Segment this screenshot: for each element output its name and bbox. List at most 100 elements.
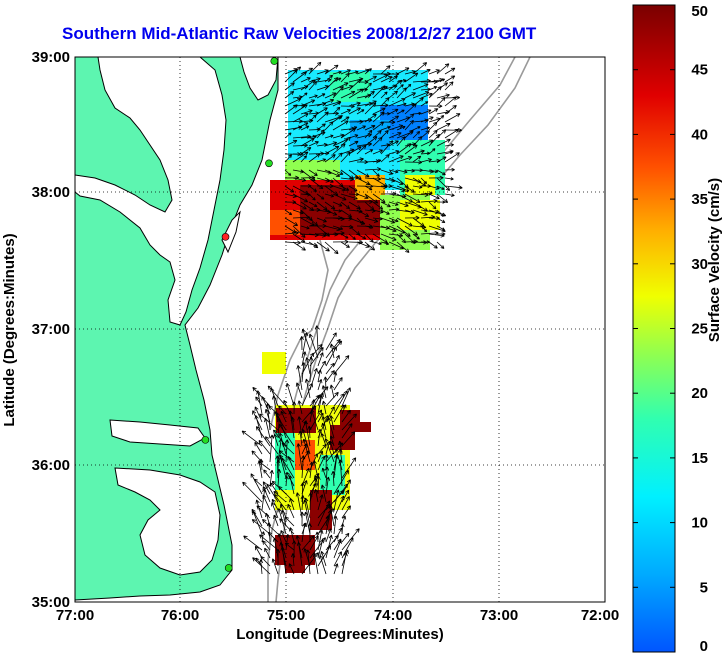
velocity-vector	[396, 109, 405, 115]
velocity-vector	[412, 91, 430, 99]
velocity-vector	[299, 511, 305, 527]
velocity-vector	[428, 103, 443, 109]
velocity-vector	[284, 154, 292, 163]
velocity-vector	[308, 356, 314, 383]
velocity-vector	[332, 169, 344, 175]
velocity-vector	[333, 515, 338, 535]
velocity-vector	[324, 438, 335, 463]
velocity-vector	[380, 169, 394, 175]
velocity-vector	[280, 410, 287, 423]
velocity-vector	[320, 484, 327, 503]
velocity-vector	[280, 530, 287, 543]
velocity-vector	[428, 185, 440, 190]
velocity-vector	[287, 503, 295, 519]
velocity-vector	[332, 239, 349, 244]
velocity-vector	[275, 549, 281, 567]
velocity-vector	[428, 241, 438, 249]
y-axis-label: Latitude (Degrees:Minutes)	[1, 233, 18, 426]
velocity-vector	[341, 431, 356, 447]
y-tick: 36:00	[32, 457, 70, 474]
velocity-vector	[380, 97, 390, 107]
velocity-vector	[324, 64, 339, 75]
velocity-vector	[348, 101, 361, 107]
velocity-vector	[396, 193, 414, 203]
velocity-vector	[420, 126, 430, 131]
velocity-vector	[317, 369, 322, 383]
velocity-vector	[316, 129, 325, 139]
velocity-vector	[284, 82, 295, 91]
velocity-vector	[289, 497, 295, 511]
velocity-vector	[278, 405, 287, 415]
velocity-vector	[380, 130, 389, 139]
velocity-vector	[301, 535, 315, 551]
velocity-vector	[396, 185, 410, 192]
velocity-vector	[277, 533, 287, 559]
velocity-vector	[279, 454, 295, 479]
velocity-vector	[372, 241, 382, 246]
velocity-vector	[324, 241, 339, 255]
velocity-vector	[444, 81, 454, 91]
velocity-vector	[341, 552, 348, 575]
velocity-vector	[332, 70, 342, 75]
velocity-vector	[420, 69, 431, 75]
velocity-vector	[332, 201, 343, 207]
velocity-vector	[333, 354, 340, 367]
velocity-vector	[348, 78, 362, 91]
velocity-vector	[255, 499, 263, 519]
velocity-vector	[372, 169, 380, 177]
velocity-vector	[333, 563, 339, 575]
velocity-vector	[254, 406, 263, 423]
velocity-vector	[412, 233, 420, 240]
velocity-vector	[317, 394, 324, 415]
velocity-vector	[372, 159, 382, 163]
station-marker	[270, 57, 279, 65]
velocity-vector	[300, 225, 310, 230]
velocity-vector	[308, 201, 318, 208]
velocity-vector	[317, 545, 332, 567]
velocity-vector	[302, 438, 311, 463]
velocity-vector	[388, 149, 400, 155]
y-tick: 37:00	[32, 321, 70, 338]
velocity-vector	[364, 225, 374, 229]
velocity-vector	[266, 522, 272, 543]
velocity-vector	[388, 217, 399, 223]
velocity-vector	[328, 505, 335, 527]
velocity-vector	[420, 109, 432, 115]
velocity-vector	[261, 488, 267, 511]
velocity-vector	[318, 554, 327, 575]
velocity-vector	[316, 241, 330, 252]
velocity-vector	[317, 412, 324, 423]
velocity-vector	[340, 72, 350, 83]
velocity-vector	[428, 148, 436, 155]
velocity-vector	[301, 362, 306, 383]
velocity-vector	[272, 537, 279, 559]
velocity-vector	[396, 156, 413, 163]
colorbar-tick-label: 25	[691, 321, 708, 338]
velocity-vector	[364, 90, 375, 99]
velocity-vector	[444, 95, 460, 100]
y-tick: 35:00	[32, 594, 70, 611]
velocity-vector	[332, 106, 341, 115]
velocity-vector	[436, 63, 450, 75]
velocity-vector	[292, 215, 311, 220]
velocity-vector	[412, 149, 425, 155]
velocity-vector	[314, 325, 320, 351]
velocity-vector	[284, 542, 295, 551]
velocity-vector	[324, 209, 338, 216]
x-tick: 75:00	[267, 607, 305, 624]
velocity-vector	[280, 510, 287, 527]
colorbar-tick-label: 15	[691, 450, 708, 467]
colorbar-tick-label: 20	[691, 385, 708, 402]
velocity-vector	[388, 90, 398, 99]
velocity-vector	[305, 357, 311, 375]
velocity-vector	[284, 69, 298, 83]
velocity-vector	[436, 185, 445, 190]
velocity-vector	[348, 140, 359, 147]
velocity-vector	[396, 217, 413, 227]
velocity-vector	[308, 193, 316, 201]
velocity-vector	[308, 169, 318, 176]
velocity-vector	[324, 169, 341, 178]
velocity-vector	[436, 115, 445, 123]
velocity-vector	[428, 133, 441, 147]
